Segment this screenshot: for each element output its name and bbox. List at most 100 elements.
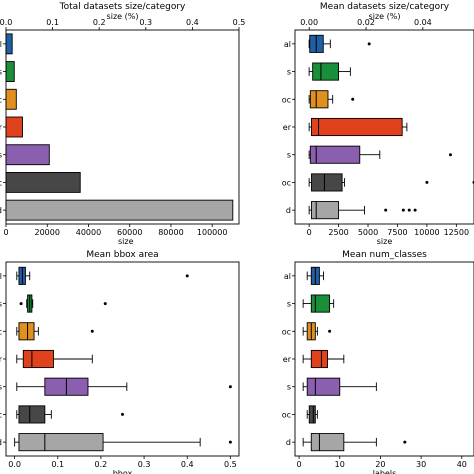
x-tick-label: 0 [307,228,312,237]
flier-point [413,208,417,212]
y-tick-label: oc [282,178,291,187]
box [308,405,316,424]
y-tick-label: oc [282,410,291,419]
bar [5,33,13,55]
top-axis-label: size (%) [369,12,401,21]
box [311,173,343,192]
x-tick-label: 5000 [358,228,378,237]
flier-point [121,412,124,416]
top-tick-label: 0.1 [46,18,59,27]
x-tick-label: 40000 [76,228,101,237]
box [18,322,35,341]
x-axis-label: size [118,237,134,246]
flier-point [228,385,232,389]
x-tick-label: 20000 [35,228,60,237]
top-tick-label: 0.4 [186,18,199,27]
y-tick-label: s [0,68,2,77]
box [310,433,345,452]
flier-point [407,208,411,212]
flier-point [403,440,407,444]
flier-point [367,42,371,46]
x-tick-label: 100000 [197,228,228,237]
box [306,377,341,396]
flier-point [401,208,405,212]
chart-title: Mean num_classes [342,250,427,260]
x-tick-label: 10 [335,460,345,469]
chart-title: Total datasets size/category [59,2,186,12]
y-tick-label: al [284,272,291,281]
axes-frame [5,29,240,225]
x-tick-label: 0.1 [51,460,64,469]
chart-title: Mean datasets size/category [320,2,450,12]
y-tick-label: oc [0,95,2,104]
x-tick-label: 0.4 [181,460,194,469]
panel-mean-num-classes: Mean num_classes 0 10 20 30 40 labels al s oc er s o… [282,250,474,474]
x-tick-label: 2500 [328,228,348,237]
y-tick-label: oc [0,178,2,187]
bar [5,144,50,166]
box [309,145,361,164]
x-axis-label: labels [373,469,397,474]
bar [5,61,15,82]
box [309,90,329,109]
y-tick-label: al [0,272,2,281]
x-tick-label: 60000 [117,228,142,237]
panel-mean-bbox-area: Mean bbox area 0.0 0.1 0.2 0.3 0.4 0.5 bbox al s o… [0,250,240,474]
y-tick-label: s [0,383,2,392]
x-axis-label: bbox [113,469,133,474]
y-tick-label: s [287,383,291,392]
y-tick-label: d [0,438,2,447]
flier-point [448,153,452,157]
box [22,349,54,369]
top-axis-label: size (%) [107,12,139,21]
x-tick-label: 0.5 [224,460,237,469]
box [310,294,331,313]
x-tick-label: 0 [3,228,8,237]
top-tick-label: 0.04 [414,18,432,27]
bar [5,88,17,110]
top-tick-label: 0.0 [0,18,12,27]
top-tick-label: 0.00 [300,18,318,27]
x-tick-label: 7500 [387,228,407,237]
box [310,349,328,369]
chart-title: Mean bbox area [86,250,158,260]
y-tick-label: er [283,355,292,364]
flier-point [425,180,429,184]
top-tick-label: 0.02 [357,18,375,27]
x-tick-label: 10000 [414,228,439,237]
x-tick-label: 40 [457,460,467,469]
x-tick-label: 80000 [158,228,183,237]
y-tick-label: oc [0,327,2,336]
x-tick-label: 12500 [444,228,469,237]
y-tick-label: oc [282,327,291,336]
y-tick-label: er [0,123,3,132]
top-tick-label: 0.3 [139,18,152,27]
y-tick-label: d [286,206,291,215]
bar [5,172,81,193]
x-tick-label: 20 [375,460,385,469]
x-axis-label: size [377,237,393,246]
y-tick-label: al [284,40,291,49]
box [311,117,403,137]
y-tick-label: oc [0,410,2,419]
bar [5,116,23,138]
x-tick-label: 0.3 [138,460,151,469]
y-tick-label: d [286,438,291,447]
top-tick-label: 0.5 [233,18,246,27]
x-tick-label: 0.2 [95,460,108,469]
y-tick-label: s [287,68,291,77]
x-tick-label: 0.0 [8,460,21,469]
flier-point [103,302,107,306]
x-tick-label: 0 [297,460,302,469]
box [311,201,340,220]
y-tick-label: oc [282,95,291,104]
y-tick-label: s [287,300,291,309]
box [312,62,340,81]
bar [5,199,234,221]
box [18,405,46,424]
flier-point [19,302,23,306]
x-tick-label: 30 [416,460,426,469]
